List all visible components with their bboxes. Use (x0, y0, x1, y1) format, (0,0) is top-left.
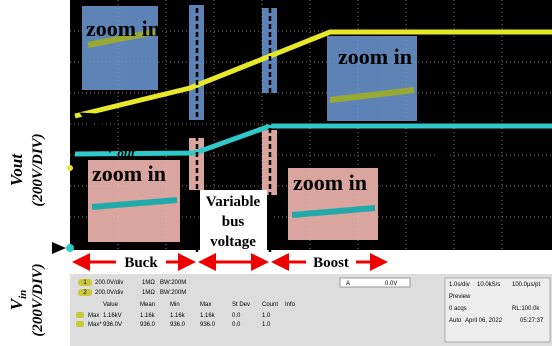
panel-text: 0.0 (232, 322, 241, 328)
panel-text: 10.0kS/s (477, 282, 500, 288)
mode-label: bus (222, 214, 245, 230)
panel-text: 1.16k (170, 313, 186, 319)
panel-text: Max (88, 313, 99, 319)
panel-text: 200.0V/div (95, 290, 123, 296)
side-label: Vin (7, 290, 29, 311)
marker (66, 244, 74, 252)
panel-text: 0.0 (232, 313, 241, 319)
zoom-label: zoom in (338, 44, 412, 69)
panel-text: 1.16kV (103, 313, 122, 319)
marker (67, 165, 73, 171)
row-badge (76, 312, 84, 318)
panel-text: 100.0µs/pt (512, 282, 540, 288)
mode-label: Variable (206, 194, 261, 210)
panel-text: 05:27:37 (520, 318, 544, 324)
panel-text: Max* (88, 322, 102, 328)
panel-text: 0.0V (385, 281, 397, 287)
panel-text: St Dev (232, 302, 250, 308)
panel-text: 936.0 (140, 322, 156, 328)
panel-text: Preview (449, 294, 471, 300)
panel-text: 0 acqs (449, 306, 467, 312)
panel-text: Mean (140, 302, 155, 308)
mode-label: Boost (313, 255, 349, 271)
mode-label: Buck (124, 255, 158, 271)
panel-text: Count (262, 302, 278, 308)
panel-text: 936.0V (103, 322, 122, 328)
zoom-label: zoom in (92, 161, 166, 186)
mode-label: voltage (210, 234, 256, 250)
panel-text: BW:200M (160, 280, 186, 286)
panel-text: 936.0 (170, 322, 186, 328)
panel-text: 1MΩ (142, 290, 155, 296)
zoom-label: zoom in (86, 16, 160, 41)
panel-text: April 06, 2022 (465, 318, 503, 324)
panel-text: 1.16k (200, 313, 216, 319)
zoom-label: zoom in (293, 170, 367, 195)
text: in (17, 290, 29, 299)
panel-text: Value (103, 302, 119, 308)
side-label: (200V/DIV) (30, 263, 46, 336)
panel-text: Max (200, 302, 211, 308)
panel-text: RL:100.0k (512, 306, 540, 312)
panel-text: Min (170, 302, 180, 308)
text: in (475, 165, 486, 180)
panel-text: Info (285, 302, 296, 308)
figure: zoom in zoom in zoom in zoom in Vout Vin… (0, 0, 552, 346)
text: out (117, 145, 135, 160)
panel-text: A (346, 281, 350, 287)
panel-text: 200.0V/div (95, 280, 123, 286)
panel-text: 1.0 (262, 322, 271, 328)
panel-text: 1.16k (140, 313, 156, 319)
row-badge (76, 321, 84, 327)
panel-text: 1MΩ (142, 280, 155, 286)
panel-text: 1.0 (262, 313, 271, 319)
trigger-box (340, 278, 410, 287)
panel-text: 1.0s/div (449, 282, 470, 288)
side-label: Vout (7, 153, 26, 186)
panel-text: Auto (449, 318, 462, 324)
side-label: (200V/DIV) (30, 133, 46, 206)
panel-text: 936.0 (200, 322, 216, 328)
panel-text: BW:200M (160, 290, 186, 296)
